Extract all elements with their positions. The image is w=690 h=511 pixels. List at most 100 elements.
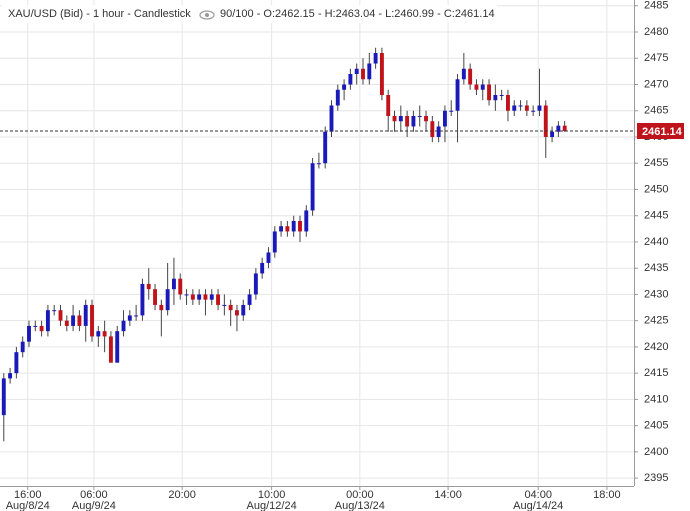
candle-body — [279, 226, 284, 232]
candle-body — [361, 68, 365, 80]
candle-body — [8, 373, 13, 379]
axes: 2395 2400 2405 2410 2415 2420 2425 2430 2435 2440… — [6, 0, 684, 511]
x-tick-label: 18:00 — [593, 489, 621, 501]
candle-body — [77, 315, 82, 326]
candle-body — [474, 84, 479, 90]
y-tick-label: 2435 — [644, 262, 668, 274]
y-tick-label: 2405 — [644, 420, 668, 432]
y-tick-label: 2430 — [644, 288, 668, 300]
candle-body — [127, 315, 132, 321]
candle-body — [121, 320, 126, 332]
y-tick-label: 2475 — [644, 52, 668, 64]
y-tick-label: 2425 — [644, 315, 668, 327]
y-tick-label: 2420 — [644, 341, 668, 353]
header-box — [2, 5, 497, 23]
candle-body — [442, 110, 447, 127]
candle-body — [140, 283, 145, 316]
candle-body — [153, 289, 157, 305]
y-tick-label: 2480 — [644, 26, 668, 38]
candle-body — [171, 278, 176, 290]
x-tick-label: 00:00 — [346, 489, 374, 501]
candle-body — [33, 325, 38, 327]
candle-body — [424, 115, 428, 122]
candle-body — [260, 262, 265, 274]
candle-body — [222, 304, 227, 306]
candle-body — [20, 341, 25, 353]
y-tick-label: 2415 — [644, 367, 668, 379]
y-tick-label: 2440 — [644, 236, 668, 248]
candle-body — [71, 315, 76, 326]
candle-body — [323, 131, 328, 164]
candle-body — [493, 94, 498, 101]
candle-body — [398, 115, 403, 122]
y-tick-label: 2465 — [644, 105, 668, 117]
candle-body — [298, 220, 302, 232]
candle-body — [379, 53, 384, 95]
candle-body — [430, 121, 435, 137]
candle-body — [556, 125, 561, 132]
candle-body — [190, 294, 195, 300]
candle-body — [449, 110, 454, 112]
x-tick-label: 16:00 — [14, 489, 42, 501]
candle-body — [487, 84, 492, 101]
candle-body — [108, 336, 113, 363]
candle-body — [253, 273, 258, 295]
x-tick-label: 20:00 — [168, 489, 196, 501]
y-tick-label: 2455 — [644, 157, 668, 169]
x-tick-date: Aug/14/24 — [513, 500, 563, 511]
chart-title: XAU/USD (Bid) - 1 hour - Candlestick — [8, 8, 191, 20]
eye-icon[interactable] — [199, 10, 215, 20]
candle-body — [285, 226, 290, 232]
candle-body — [165, 289, 170, 311]
candle-body — [64, 320, 69, 326]
candle-body — [531, 110, 536, 112]
candle-body — [562, 125, 567, 131]
candle-body — [348, 74, 353, 85]
x-tick-date: Aug/12/24 — [247, 500, 297, 511]
candle-body — [543, 105, 548, 137]
last-price-label: 2461.14 — [642, 126, 683, 138]
y-tick-label: 2410 — [644, 393, 668, 405]
candle-body — [184, 294, 189, 296]
last-price-tag — [637, 122, 684, 139]
candle-body — [241, 304, 246, 316]
candle-body — [1, 378, 6, 416]
candle-body — [209, 294, 214, 300]
candle-body — [159, 304, 164, 311]
candle-body — [499, 94, 504, 96]
y-tick-label: 2450 — [644, 183, 668, 195]
candle-body — [247, 294, 252, 305]
candle-body — [272, 231, 277, 253]
candle-body — [506, 94, 510, 111]
candle-body — [316, 163, 321, 165]
candle-body — [335, 89, 340, 106]
candle-body — [461, 68, 466, 80]
candle-body — [216, 294, 221, 305]
candle-body — [386, 94, 391, 116]
x-tick-date: Aug/9/24 — [72, 500, 116, 511]
candle-body — [52, 310, 57, 312]
candle-body — [178, 278, 183, 295]
candle-body — [58, 310, 63, 321]
x-tick-date: Aug/13/24 — [335, 500, 385, 511]
y-tick-label: 2395 — [644, 472, 668, 484]
candle-body — [96, 331, 101, 337]
x-tick-label: 04:00 — [524, 489, 552, 501]
candles — [0, 47, 634, 442]
chart-subtitle: 90/100 - O:2462.15 - H:2463.04 - L:2460.… — [220, 8, 495, 20]
candle-body — [291, 220, 296, 232]
candle-body — [310, 163, 315, 211]
candle-body — [266, 252, 271, 263]
y-tick-label: 2445 — [644, 210, 668, 222]
candle-body — [468, 68, 473, 85]
candle-body — [537, 105, 542, 111]
candle-body — [329, 105, 334, 132]
x-tick-date: Aug/8/24 — [6, 500, 50, 511]
candle-body — [90, 304, 94, 337]
candle-body — [512, 105, 517, 111]
candle-body — [417, 115, 422, 117]
candle-body — [455, 79, 460, 111]
y-tick-label: 2485 — [644, 0, 668, 12]
